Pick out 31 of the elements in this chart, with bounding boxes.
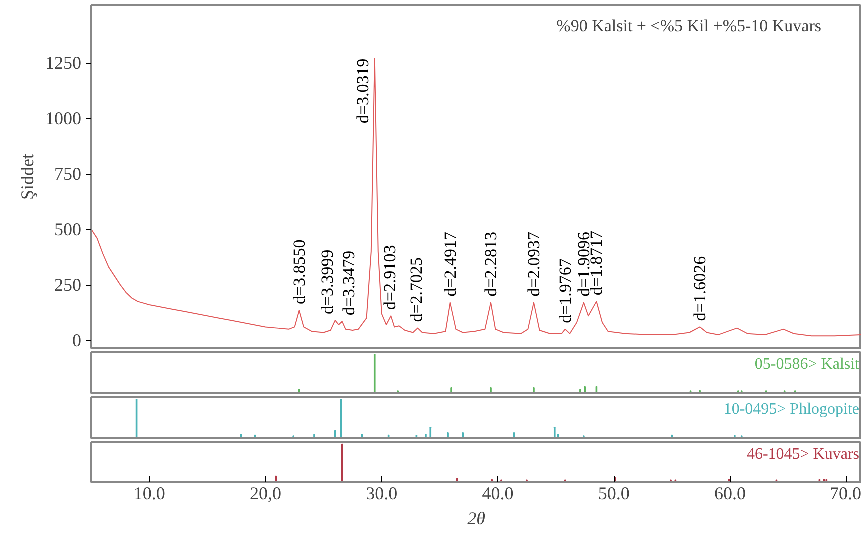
x-tick-label: 20,0 (250, 484, 282, 504)
y-tick-label: 250 (54, 275, 82, 296)
y-tick-label: 500 (54, 220, 82, 240)
annotation: d=2.4917 (440, 231, 460, 297)
series-label: 10-0495> Phlogopite (724, 401, 860, 418)
annotation: d=2.2813 (482, 232, 501, 297)
annotation: d=1.6026 (690, 256, 710, 322)
annotation: d=1.9767 (556, 258, 575, 324)
annotation: d=3.3479 (340, 250, 359, 316)
y-tick-label: 0 (72, 330, 82, 351)
annotation: %90 Kalsit + <%5 Kil +%5-10 Kuvars (556, 16, 822, 36)
x-tick-label: 10.0 (134, 484, 166, 504)
series-label: 46-1045> Kuvars (746, 446, 860, 463)
annotation: d=3.0319 (353, 58, 372, 124)
x-axis-title: 2θ (468, 508, 486, 528)
x-tick-label: 40.0 (482, 484, 514, 504)
y-tick-label: 1250 (46, 53, 82, 74)
line-series (92, 58, 861, 337)
y-axis-title: Şiddet (18, 154, 38, 200)
x-tick-label: 30.0 (366, 484, 398, 504)
annotation: d=3.8550 (290, 240, 309, 305)
annotation: d=3.3999 (318, 250, 338, 315)
y-tick-label: 750 (54, 164, 82, 184)
x-tick-label: 60.0 (714, 484, 746, 504)
annotation: d=2.0937 (524, 231, 544, 297)
series-label: 05-0586> Kalsit (754, 356, 860, 373)
annotation: d=2.9103 (380, 245, 400, 310)
x-tick-label: 70.0 (830, 484, 861, 504)
y-tick-label: 1000 (46, 108, 82, 129)
annotation: d=2.7025 (407, 257, 426, 322)
x-tick-label: 50.0 (598, 484, 630, 504)
